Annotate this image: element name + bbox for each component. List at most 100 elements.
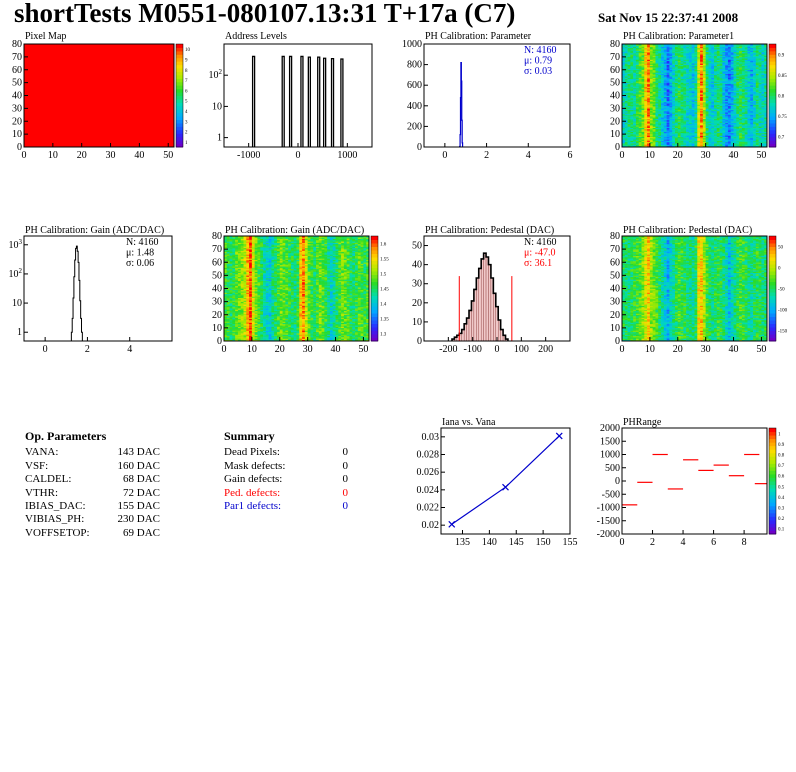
heatmap-cell: [669, 67, 673, 69]
heatmap-cell: [727, 105, 732, 108]
heatmap-cell: [655, 131, 659, 134]
heatmap-cell: [700, 78, 704, 81]
heatmap-cell: [686, 92, 690, 95]
heatmap-cell: [638, 118, 642, 121]
heatmap-cell: [725, 113, 729, 116]
heatmap-cell: [702, 44, 706, 46]
heatmap-cell: [655, 144, 659, 147]
heatmap-cell: [680, 77, 684, 80]
heatmap-cell: [630, 50, 634, 53]
heatmap-cell: [688, 45, 693, 47]
heatmap-cell: [635, 121, 640, 123]
heatmap-cell: [694, 141, 698, 144]
heatmap-cell: [674, 49, 679, 51]
heatmap-cell: [674, 136, 679, 139]
heatmap-cell: [649, 136, 653, 139]
heatmap-cell: [708, 50, 712, 53]
heatmap-cell: [652, 76, 656, 78]
heatmap-cell: [719, 110, 723, 113]
heatmap-cell: [719, 47, 723, 50]
heatmap-cell: [661, 98, 665, 100]
colorbar-cell: [176, 74, 183, 79]
heatmap-cell: [638, 76, 642, 78]
heatmap-cell: [714, 62, 718, 64]
heatmap-cell: [674, 104, 679, 107]
heatmap-cell: [658, 128, 662, 131]
heatmap-cell: [630, 114, 634, 117]
heatmap-cell: [669, 101, 673, 104]
heatmap-cell: [722, 60, 726, 63]
heatmap-cell: [661, 74, 665, 77]
heatmap-cell: [633, 81, 637, 83]
heatmap-cell: [683, 82, 687, 85]
heatmap-cell: [635, 53, 640, 55]
heatmap-cell: [649, 85, 653, 87]
heatmap-cell: [658, 95, 662, 98]
heatmap-cell: [624, 109, 628, 112]
heatmap-cell: [638, 65, 642, 68]
heatmap-cell: [666, 71, 670, 73]
heatmap-cell: [680, 51, 684, 54]
heatmap-cell: [700, 108, 704, 110]
heatmap-cell: [702, 74, 706, 77]
heatmap-cell: [635, 144, 640, 147]
heatmap-cell: [655, 134, 659, 136]
heatmap-cell: [702, 135, 706, 137]
heatmap-cell: [708, 118, 712, 121]
heatmap-cell: [624, 113, 628, 116]
heatmap-cell: [705, 69, 709, 72]
heatmap-cell: [716, 49, 720, 51]
heatmap-cell: [672, 87, 676, 90]
heatmap-cell: [633, 51, 637, 54]
heatmap-cell: [627, 132, 631, 135]
heatmap-cell: [622, 47, 626, 50]
colorbar-cell: [769, 81, 776, 86]
heatmap-cell: [688, 123, 693, 126]
heatmap-cell: [677, 90, 681, 92]
heatmap-cell: [674, 58, 679, 60]
heatmap-cell: [708, 123, 712, 126]
heatmap-cell: [674, 68, 679, 71]
heatmap-cell: [705, 82, 709, 85]
heatmap-cell: [641, 51, 645, 54]
heatmap-cell: [635, 132, 640, 135]
colorbar-cell: [769, 109, 776, 114]
heatmap-cell: [661, 58, 665, 60]
heatmap-cell: [655, 78, 659, 81]
heatmap-cell: [714, 114, 718, 117]
heatmap-cell: [647, 110, 651, 113]
heatmap-cell: [716, 91, 720, 94]
heatmap-cell: [647, 44, 651, 46]
heatmap-cell: [672, 113, 676, 116]
heatmap-cell: [622, 112, 626, 114]
heatmap-cell: [622, 96, 626, 99]
heatmap-cell: [627, 114, 631, 117]
heatmap-cell: [644, 67, 648, 69]
heatmap-cell: [683, 105, 687, 108]
heatmap-cell: [658, 123, 662, 126]
heatmap-cell: [680, 137, 684, 140]
heatmap-cell: [711, 118, 715, 121]
heatmap-cell: [697, 60, 701, 63]
heatmap-cell: [630, 47, 634, 50]
heatmap-cell: [702, 141, 706, 144]
heatmap-cell: [627, 65, 631, 68]
heatmap-cell: [630, 55, 634, 58]
stat-n: N: 4160: [524, 45, 557, 56]
heatmap-cell: [633, 134, 637, 136]
heatmap-cell: [630, 104, 634, 107]
heatmap-cell: [652, 126, 656, 128]
heatmap-cell: [655, 54, 659, 56]
heatmap-cell: [725, 44, 729, 46]
heatmap-cell: [633, 126, 637, 128]
heatmap-cell: [680, 131, 684, 134]
histogram-peak: [307, 56, 311, 147]
heatmap-cell: [633, 107, 637, 109]
heatmap-cell: [674, 50, 679, 53]
heatmap-cell: [652, 62, 656, 64]
heatmap-cell: [677, 54, 681, 56]
heatmap-cell: [641, 64, 645, 67]
heatmap-cell: [641, 95, 645, 98]
histogram-peak: [317, 56, 321, 147]
heatmap-cell: [688, 82, 693, 85]
